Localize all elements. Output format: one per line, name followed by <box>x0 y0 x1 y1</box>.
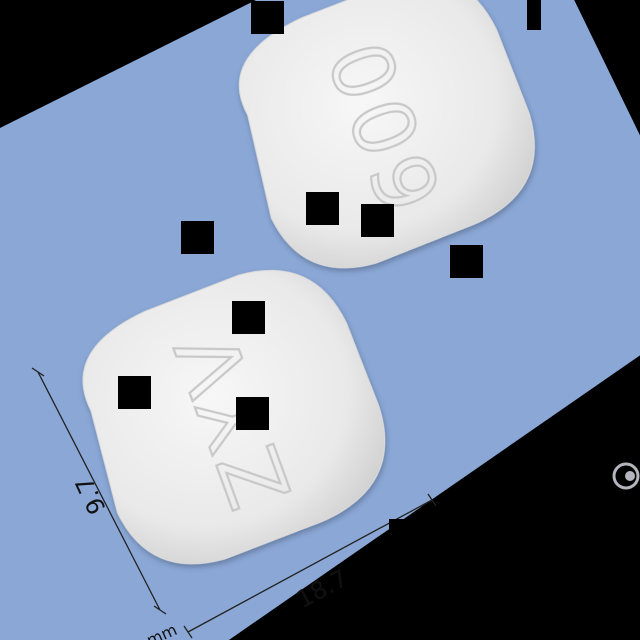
occluder <box>232 301 265 334</box>
occluder <box>450 245 483 278</box>
occluder <box>389 519 422 552</box>
occluder <box>118 376 151 409</box>
occluder <box>361 204 394 237</box>
occluder <box>181 221 214 254</box>
height-dimension <box>31 367 167 615</box>
logo-swirl-icon <box>612 462 640 490</box>
occluder <box>527 0 541 30</box>
occluder <box>306 192 339 225</box>
occluder <box>251 1 284 34</box>
occluder-squares <box>118 0 541 552</box>
pill-bottom-body <box>82 269 386 565</box>
occluder <box>236 397 269 430</box>
pill-bottom: ZYV <box>82 269 386 565</box>
